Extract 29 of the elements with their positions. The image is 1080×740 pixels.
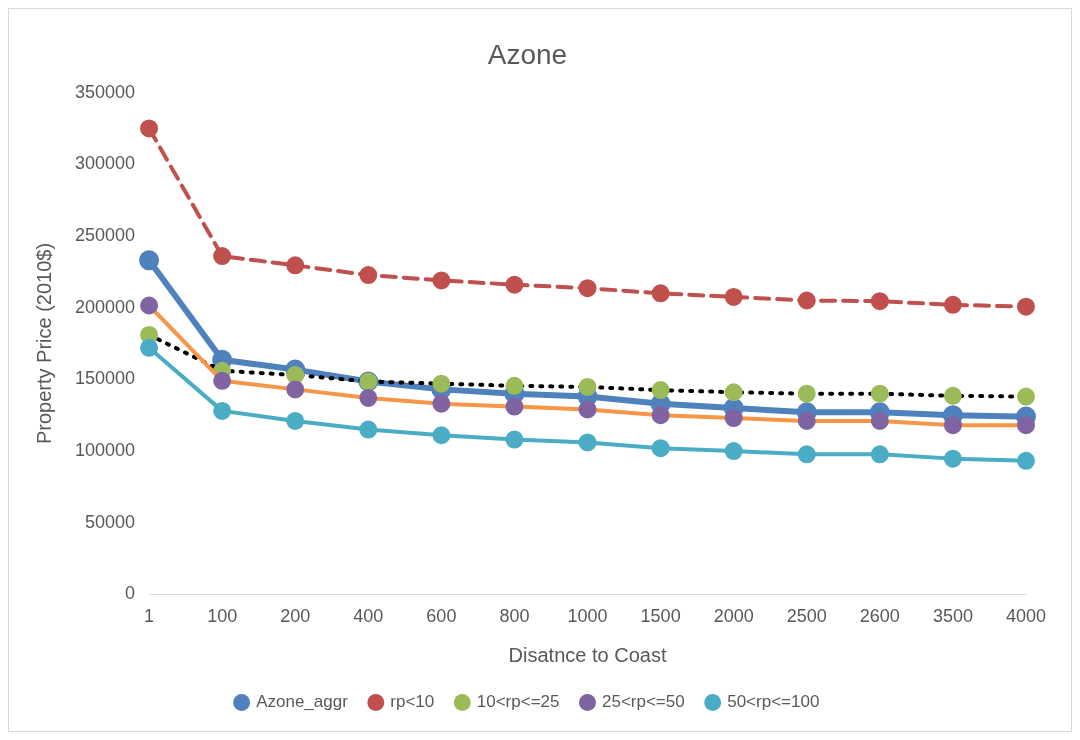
y-tick-label: 0 [125, 583, 136, 604]
y-tick-label: 350000 [74, 81, 136, 102]
x-tick-label: 800 [499, 606, 530, 627]
x-axis-title: Disatnce to Coast [508, 643, 667, 666]
x-tick-label: 2500 [786, 606, 827, 627]
legend-label: 50<rp<=100 [727, 692, 820, 712]
x-tick-label: 1 [144, 606, 155, 627]
y-tick-label: 50000 [85, 511, 136, 532]
x-tick-label: 2000 [713, 606, 754, 627]
legend-label: 10<rp<=25 [476, 692, 560, 712]
x-tick-label: 1000 [567, 606, 608, 627]
y-tick-label: 300000 [74, 153, 136, 174]
x-tick-label: 400 [353, 606, 384, 627]
x-tick-label: 4000 [1005, 606, 1047, 627]
legend-label: rp<10 [390, 692, 435, 712]
chart-title: Azone [487, 38, 568, 70]
legend-label: Azone_aggr [256, 692, 349, 712]
y-tick-label: 150000 [74, 368, 136, 389]
x-tick-label: 200 [280, 606, 311, 627]
x-tick-label: 3500 [932, 606, 973, 627]
y-tick-label: 200000 [74, 296, 136, 317]
y-axis-title: Property Price (2010$) [32, 242, 55, 445]
y-tick-label: 250000 [74, 224, 136, 245]
x-tick-label: 100 [207, 606, 238, 627]
legend-label: 25<rp<=50 [601, 692, 685, 712]
x-tick-label: 600 [426, 606, 457, 627]
y-tick-label: 100000 [74, 440, 136, 460]
x-tick-label: 2600 [859, 606, 900, 627]
x-tick-label: 1500 [640, 606, 681, 627]
